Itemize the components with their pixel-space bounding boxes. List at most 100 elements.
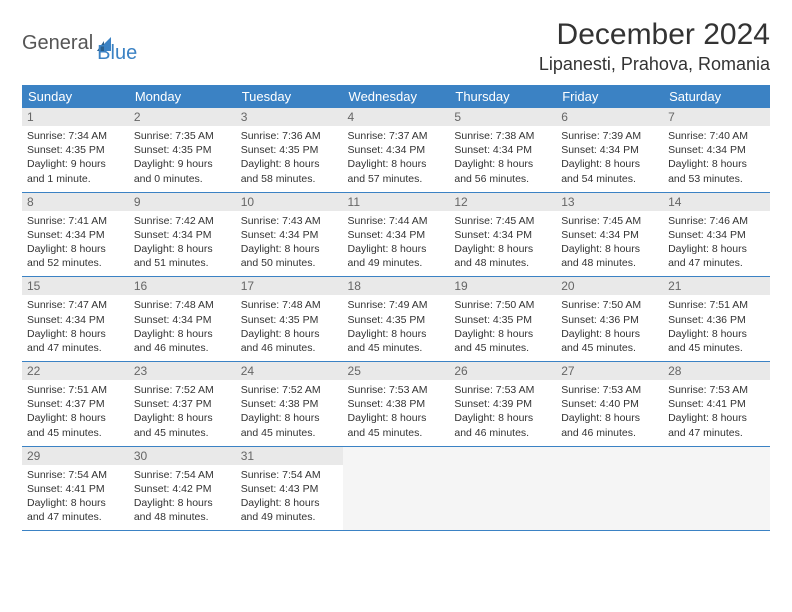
sunrise-text: Sunrise: 7:47 AM <box>27 298 124 312</box>
sunrise-text: Sunrise: 7:45 AM <box>454 214 551 228</box>
sunrise-text: Sunrise: 7:34 AM <box>27 129 124 143</box>
sunset-text: Sunset: 4:34 PM <box>241 228 338 242</box>
calendar-cell: 6Sunrise: 7:39 AMSunset: 4:34 PMDaylight… <box>556 108 663 192</box>
day-number: 10 <box>236 193 343 211</box>
daylight-text: Daylight: 8 hours and 48 minutes. <box>454 242 551 270</box>
day-body: Sunrise: 7:48 AMSunset: 4:35 PMDaylight:… <box>236 295 343 361</box>
calendar-cell: 14Sunrise: 7:46 AMSunset: 4:34 PMDayligh… <box>663 192 770 277</box>
sunset-text: Sunset: 4:35 PM <box>241 313 338 327</box>
day-body: Sunrise: 7:42 AMSunset: 4:34 PMDaylight:… <box>129 211 236 277</box>
weekday-header: Sunday <box>22 85 129 108</box>
day-number: 1 <box>22 108 129 126</box>
day-number: 18 <box>343 277 450 295</box>
calendar-cell: 18Sunrise: 7:49 AMSunset: 4:35 PMDayligh… <box>343 277 450 362</box>
daylight-text: Daylight: 8 hours and 53 minutes. <box>668 157 765 185</box>
calendar-cell: 16Sunrise: 7:48 AMSunset: 4:34 PMDayligh… <box>129 277 236 362</box>
day-body: Sunrise: 7:49 AMSunset: 4:35 PMDaylight:… <box>343 295 450 361</box>
calendar-cell <box>556 446 663 531</box>
calendar-cell: 3Sunrise: 7:36 AMSunset: 4:35 PMDaylight… <box>236 108 343 192</box>
daylight-text: Daylight: 8 hours and 57 minutes. <box>348 157 445 185</box>
day-number: 31 <box>236 447 343 465</box>
day-body: Sunrise: 7:41 AMSunset: 4:34 PMDaylight:… <box>22 211 129 277</box>
sunrise-text: Sunrise: 7:36 AM <box>241 129 338 143</box>
day-body: Sunrise: 7:51 AMSunset: 4:36 PMDaylight:… <box>663 295 770 361</box>
calendar-cell: 19Sunrise: 7:50 AMSunset: 4:35 PMDayligh… <box>449 277 556 362</box>
day-body: Sunrise: 7:52 AMSunset: 4:38 PMDaylight:… <box>236 380 343 446</box>
day-body: Sunrise: 7:46 AMSunset: 4:34 PMDaylight:… <box>663 211 770 277</box>
daylight-text: Daylight: 8 hours and 45 minutes. <box>348 327 445 355</box>
sunset-text: Sunset: 4:34 PM <box>27 228 124 242</box>
day-number: 24 <box>236 362 343 380</box>
day-number: 30 <box>129 447 236 465</box>
day-body: Sunrise: 7:54 AMSunset: 4:43 PMDaylight:… <box>236 465 343 531</box>
calendar-cell: 24Sunrise: 7:52 AMSunset: 4:38 PMDayligh… <box>236 362 343 447</box>
sunset-text: Sunset: 4:34 PM <box>454 228 551 242</box>
calendar-cell: 2Sunrise: 7:35 AMSunset: 4:35 PMDaylight… <box>129 108 236 192</box>
sunrise-text: Sunrise: 7:44 AM <box>348 214 445 228</box>
header: General Blue December 2024 Lipanesti, Pr… <box>22 18 770 75</box>
calendar-body: 1Sunrise: 7:34 AMSunset: 4:35 PMDaylight… <box>22 108 770 531</box>
day-number: 4 <box>343 108 450 126</box>
sunset-text: Sunset: 4:42 PM <box>134 482 231 496</box>
daylight-text: Daylight: 8 hours and 47 minutes. <box>668 411 765 439</box>
sunset-text: Sunset: 4:34 PM <box>668 143 765 157</box>
sunrise-text: Sunrise: 7:48 AM <box>241 298 338 312</box>
day-number: 25 <box>343 362 450 380</box>
day-number: 27 <box>556 362 663 380</box>
sunset-text: Sunset: 4:34 PM <box>134 228 231 242</box>
day-number: 16 <box>129 277 236 295</box>
weekday-header: Monday <box>129 85 236 108</box>
day-number: 21 <box>663 277 770 295</box>
sunrise-text: Sunrise: 7:53 AM <box>348 383 445 397</box>
sunrise-text: Sunrise: 7:45 AM <box>561 214 658 228</box>
sunrise-text: Sunrise: 7:53 AM <box>668 383 765 397</box>
day-number: 5 <box>449 108 556 126</box>
sunrise-text: Sunrise: 7:43 AM <box>241 214 338 228</box>
day-body: Sunrise: 7:43 AMSunset: 4:34 PMDaylight:… <box>236 211 343 277</box>
sunrise-text: Sunrise: 7:54 AM <box>241 468 338 482</box>
weekday-header: Friday <box>556 85 663 108</box>
sunset-text: Sunset: 4:34 PM <box>668 228 765 242</box>
daylight-text: Daylight: 8 hours and 46 minutes. <box>241 327 338 355</box>
calendar-cell: 29Sunrise: 7:54 AMSunset: 4:41 PMDayligh… <box>22 446 129 531</box>
calendar-head: SundayMondayTuesdayWednesdayThursdayFrid… <box>22 85 770 108</box>
sunset-text: Sunset: 4:39 PM <box>454 397 551 411</box>
sunrise-text: Sunrise: 7:52 AM <box>241 383 338 397</box>
day-body: Sunrise: 7:39 AMSunset: 4:34 PMDaylight:… <box>556 126 663 192</box>
sunrise-text: Sunrise: 7:54 AM <box>27 468 124 482</box>
calendar-cell <box>449 446 556 531</box>
day-body: Sunrise: 7:44 AMSunset: 4:34 PMDaylight:… <box>343 211 450 277</box>
sunrise-text: Sunrise: 7:54 AM <box>134 468 231 482</box>
day-body: Sunrise: 7:54 AMSunset: 4:41 PMDaylight:… <box>22 465 129 531</box>
calendar-cell: 1Sunrise: 7:34 AMSunset: 4:35 PMDaylight… <box>22 108 129 192</box>
day-number: 29 <box>22 447 129 465</box>
daylight-text: Daylight: 8 hours and 45 minutes. <box>454 327 551 355</box>
sunrise-text: Sunrise: 7:48 AM <box>134 298 231 312</box>
daylight-text: Daylight: 8 hours and 58 minutes. <box>241 157 338 185</box>
daylight-text: Daylight: 8 hours and 47 minutes. <box>27 327 124 355</box>
day-body: Sunrise: 7:51 AMSunset: 4:37 PMDaylight:… <box>22 380 129 446</box>
calendar-week: 1 Sunrise: 7:34 AMSunset: 4:35 PM Daylight… <box>22 108 770 192</box>
day-body: Sunrise: 7:50 AMSunset: 4:36 PMDaylight:… <box>556 295 663 361</box>
daylight-text: Daylight: 8 hours and 56 minutes. <box>454 157 551 185</box>
sunset-text: Sunset: 4:34 PM <box>134 313 231 327</box>
brand-part1: General <box>22 32 93 55</box>
daylight-text: Daylight: 8 hours and 46 minutes. <box>561 411 658 439</box>
sunset-text: Sunset: 4:35 PM <box>27 143 124 157</box>
calendar-cell: 22Sunrise: 7:51 AMSunset: 4:37 PMDayligh… <box>22 362 129 447</box>
calendar-cell: 13Sunrise: 7:45 AMSunset: 4:34 PMDayligh… <box>556 192 663 277</box>
sunset-text: Sunset: 4:43 PM <box>241 482 338 496</box>
sunset-text: Sunset: 4:40 PM <box>561 397 658 411</box>
sunrise-text: Sunrise: 7:52 AM <box>134 383 231 397</box>
calendar-week: 29Sunrise: 7:54 AMSunset: 4:41 PMDayligh… <box>22 446 770 531</box>
daylight-text: Daylight: 8 hours and 49 minutes. <box>348 242 445 270</box>
sunset-text: Sunset: 4:34 PM <box>348 143 445 157</box>
month-title: December 2024 <box>539 18 770 52</box>
daylight-text: Daylight: 8 hours and 45 minutes. <box>134 411 231 439</box>
daylight-text: Daylight: 8 hours and 47 minutes. <box>27 496 124 524</box>
day-number: 19 <box>449 277 556 295</box>
sunrise-text: Sunrise: 7:37 AM <box>348 129 445 143</box>
calendar-week: 22Sunrise: 7:51 AMSunset: 4:37 PMDayligh… <box>22 362 770 447</box>
day-number: 9 <box>129 193 236 211</box>
day-number: 12 <box>449 193 556 211</box>
